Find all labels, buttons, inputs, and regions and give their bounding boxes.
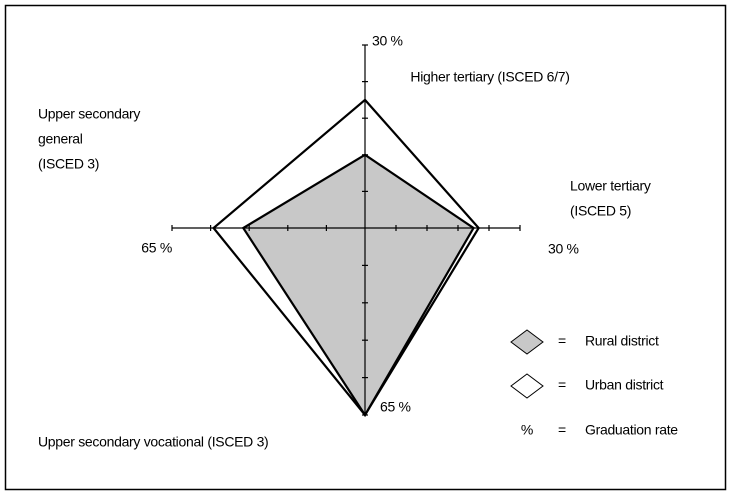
axis-max-label: 30 %	[372, 33, 403, 49]
axis-label: Higher tertiary (ISCED 6/7)	[410, 69, 569, 85]
legend-label: Urban district	[585, 377, 664, 393]
axis-label: general	[38, 131, 83, 147]
legend-separator: =	[558, 377, 566, 393]
axis-max-label: 65 %	[380, 399, 411, 415]
legend-swatch	[510, 373, 544, 399]
axis-label: (ISCED 5)	[570, 203, 631, 219]
legend-note-symbol: %	[521, 422, 533, 438]
axis-label: Lower tertiary	[570, 178, 651, 194]
legend-label: Rural district	[585, 333, 659, 349]
legend-note-text: Graduation rate	[585, 422, 678, 438]
axis-label: (ISCED 3)	[38, 156, 99, 172]
legend-separator: =	[558, 333, 566, 349]
legend-separator: =	[558, 422, 566, 438]
axis-max-label: 30 %	[548, 241, 579, 257]
axis-max-label: 65 %	[141, 240, 172, 256]
axis-label: Upper secondary	[38, 106, 140, 122]
axis-label: Upper secondary vocational (ISCED 3)	[38, 434, 268, 450]
legend-swatch	[510, 329, 544, 355]
